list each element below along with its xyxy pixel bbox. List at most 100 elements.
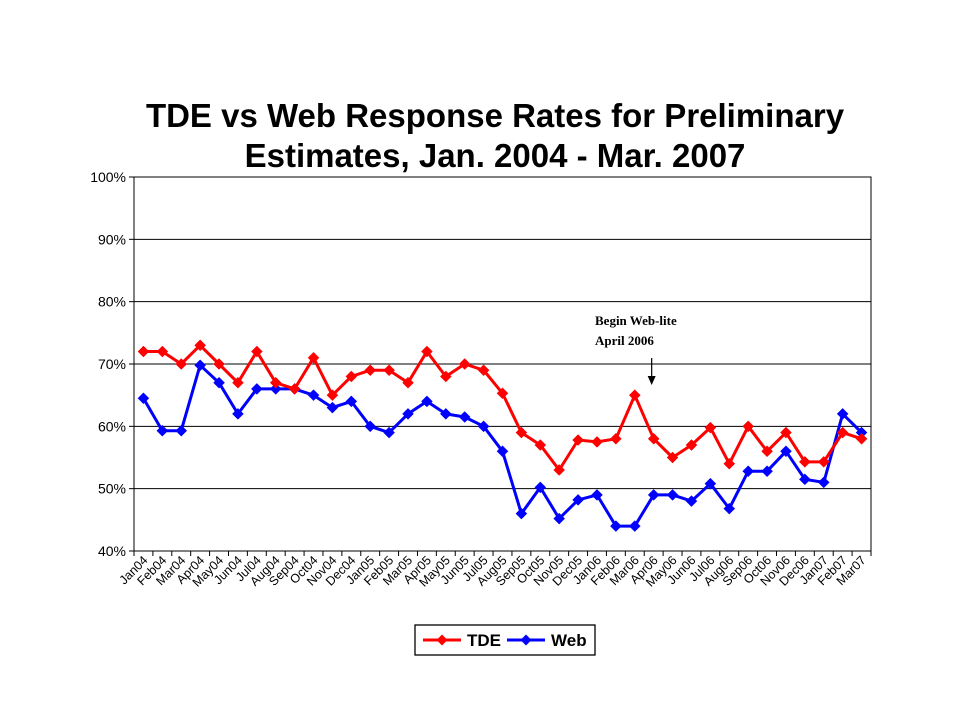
y-tick-label: 90%	[98, 231, 126, 247]
data-point-web	[439, 408, 452, 420]
annotation-line-1: Begin Web-lite	[595, 313, 677, 328]
data-point-tde	[704, 421, 717, 434]
data-point-tde	[591, 436, 603, 448]
data-point-web	[515, 507, 528, 520]
data-point-tde	[383, 364, 395, 377]
data-point-tde	[269, 376, 282, 389]
x-axis: Jan04Feb04Mar04Apr04May04Jun04Jul04Aug04…	[117, 551, 872, 590]
data-point-web	[610, 520, 622, 532]
data-point-web	[458, 411, 471, 423]
data-point-tde	[156, 345, 169, 358]
data-point-web	[194, 359, 206, 372]
data-point-web	[780, 445, 792, 458]
data-point-tde	[799, 456, 811, 468]
data-point-tde	[213, 358, 225, 370]
data-point-web	[477, 420, 490, 433]
legend-label-web: Web	[551, 631, 587, 650]
series-group	[137, 339, 868, 532]
data-point-tde	[515, 426, 528, 439]
data-point-web	[799, 473, 811, 486]
annotation-arrow	[647, 358, 656, 385]
data-point-web	[704, 477, 717, 490]
data-point-web	[817, 476, 830, 489]
data-point-web	[534, 481, 547, 494]
data-point-tde	[345, 370, 358, 383]
data-point-tde	[572, 434, 584, 446]
data-point-tde	[817, 456, 830, 468]
chart-title: TDE vs Web Response Rates for Preliminar…	[0, 96, 960, 176]
data-point-web	[250, 383, 263, 395]
data-point-web	[156, 424, 169, 437]
y-tick-label: 70%	[98, 356, 126, 372]
y-tick-label: 100%	[90, 169, 126, 185]
data-point-web	[628, 520, 641, 532]
data-point-web	[685, 495, 698, 507]
y-tick-label: 80%	[98, 294, 126, 310]
chart-title-line-2: Estimates, Jan. 2004 - Mar. 2007	[244, 137, 746, 174]
y-tick-label: 50%	[98, 481, 126, 497]
data-point-tde	[534, 439, 547, 451]
data-point-tde	[364, 364, 377, 377]
data-point-web	[761, 465, 773, 478]
data-point-tde	[855, 432, 868, 445]
legend: TDE Web	[414, 624, 596, 656]
data-point-tde	[250, 345, 263, 358]
data-point-web	[326, 401, 339, 414]
data-point-tde	[439, 370, 452, 383]
data-point-tde	[553, 464, 566, 476]
data-point-tde	[137, 345, 150, 358]
data-point-tde	[628, 389, 641, 402]
data-point-web	[307, 389, 320, 402]
data-point-tde	[326, 389, 339, 402]
data-point-tde	[666, 451, 679, 464]
data-point-tde	[742, 420, 755, 433]
data-point-web	[383, 426, 395, 439]
annotation-line-2: April 2006	[595, 333, 654, 348]
data-point-web	[647, 489, 660, 501]
data-point-tde	[232, 376, 244, 389]
data-point-tde	[194, 339, 206, 352]
data-point-tde	[402, 376, 414, 389]
data-point-web	[572, 494, 584, 506]
data-point-web	[553, 512, 566, 525]
data-point-tde	[421, 345, 433, 358]
data-point-tde	[761, 445, 773, 458]
data-point-tde	[610, 432, 622, 445]
y-tick-label: 60%	[98, 418, 126, 434]
data-point-tde	[307, 351, 320, 364]
data-point-tde	[723, 457, 736, 470]
data-point-tde	[647, 432, 660, 445]
data-point-web	[269, 383, 282, 395]
data-point-tde	[836, 426, 849, 439]
data-point-tde	[288, 383, 301, 395]
legend-marker-web	[520, 634, 532, 646]
data-point-web	[742, 465, 755, 478]
legend-marker-tde	[436, 634, 448, 646]
data-point-web	[364, 420, 377, 433]
data-point-web	[421, 395, 433, 408]
chart-title-line-1: TDE vs Web Response Rates for Preliminar…	[145, 97, 845, 134]
data-point-web	[345, 395, 358, 408]
data-point-tde	[477, 364, 490, 377]
data-point-web	[137, 392, 150, 405]
data-point-tde	[685, 439, 698, 451]
annotation-arrow-head	[647, 376, 656, 385]
data-point-web	[836, 408, 849, 420]
y-tick-label: 40%	[98, 543, 126, 559]
data-point-tde	[458, 358, 471, 370]
data-point-web	[213, 376, 225, 389]
data-point-tde	[496, 387, 509, 400]
data-point-web	[666, 489, 679, 501]
data-point-web	[591, 489, 603, 501]
data-point-web	[723, 502, 736, 515]
annotation-text: Begin Web-lite April 2006	[595, 311, 677, 351]
y-axis: 40% 50% 60% 70% 80% 90% 100%	[90, 169, 134, 559]
data-point-tde	[780, 426, 792, 439]
legend-label-tde: TDE	[467, 631, 501, 650]
data-point-web	[402, 408, 414, 420]
data-point-web	[232, 408, 244, 420]
legend-box	[414, 624, 596, 656]
data-point-web	[496, 445, 509, 458]
data-point-web	[175, 424, 188, 437]
